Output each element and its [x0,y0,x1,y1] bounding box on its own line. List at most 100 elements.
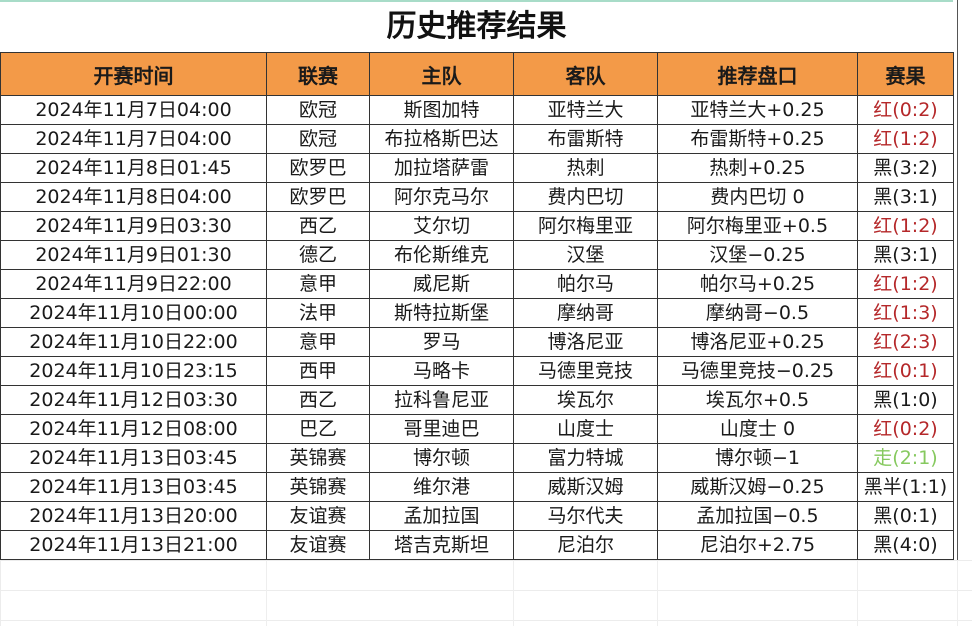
cell-league[interactable]: 英锦赛 [266,472,370,502]
cell-pick[interactable]: 帕尔马+0.25 [657,269,858,299]
cell-pick[interactable]: 博尔顿−1 [657,443,858,473]
cell-away[interactable]: 亚特兰大 [513,95,658,125]
cell-result[interactable]: 红(1:2) [857,269,954,299]
cell-time[interactable]: 2024年11月9日03:30 [0,211,267,241]
cell-result[interactable]: 黑(3:1) [857,182,954,212]
cell-time[interactable]: 2024年11月10日22:00 [0,327,267,357]
cell-away[interactable]: 阿尔梅里亚 [513,211,658,241]
cell-home[interactable]: 哥里迪巴 [369,414,514,444]
cell-pick[interactable]: 孟加拉国−0.5 [657,501,858,531]
header-result[interactable]: 赛果 [857,52,954,96]
cell-home[interactable]: 艾尔切 [369,211,514,241]
cell-result[interactable]: 红(1:2) [857,124,954,154]
cell-league[interactable]: 友谊赛 [266,501,370,531]
cell-result[interactable]: 黑(4:0) [857,530,954,560]
cell-time[interactable]: 2024年11月13日21:00 [0,530,267,560]
cell-pick[interactable]: 尼泊尔+2.75 [657,530,858,560]
cell-home[interactable]: 布拉格斯巴达 [369,124,514,154]
cell-away[interactable]: 费内巴切 [513,182,658,212]
cell-home[interactable]: 拉科鲁尼亚 [369,385,514,415]
cell-time[interactable]: 2024年11月7日04:00 [0,124,267,154]
cell-league[interactable]: 意甲 [266,269,370,299]
cell-pick[interactable]: 布雷斯特+0.25 [657,124,858,154]
cell-away[interactable]: 博洛尼亚 [513,327,658,357]
cell-home[interactable]: 塔吉克斯坦 [369,530,514,560]
cell-league[interactable]: 西乙 [266,211,370,241]
header-time[interactable]: 开赛时间 [0,52,267,96]
cell-time[interactable]: 2024年11月12日08:00 [0,414,267,444]
cell-away[interactable]: 山度士 [513,414,658,444]
cell-league[interactable]: 巴乙 [266,414,370,444]
cell-time[interactable]: 2024年11月12日03:30 [0,385,267,415]
cell-away[interactable]: 马尔代夫 [513,501,658,531]
sheet-title[interactable]: 历史推荐结果 [0,0,953,52]
cell-pick[interactable]: 山度士 0 [657,414,858,444]
cell-time[interactable]: 2024年11月8日01:45 [0,153,267,183]
cell-pick[interactable]: 费内巴切 0 [657,182,858,212]
cell-away[interactable]: 富力特城 [513,443,658,473]
cell-pick[interactable]: 亚特兰大+0.25 [657,95,858,125]
cell-pick[interactable]: 汉堡−0.25 [657,240,858,270]
cell-away[interactable]: 尼泊尔 [513,530,658,560]
cell-home[interactable]: 孟加拉国 [369,501,514,531]
cell-home[interactable]: 威尼斯 [369,269,514,299]
cell-result[interactable]: 黑(0:1) [857,501,954,531]
cell-home[interactable]: 博尔顿 [369,443,514,473]
cell-time[interactable]: 2024年11月13日03:45 [0,472,267,502]
cell-league[interactable]: 欧冠 [266,124,370,154]
cell-result[interactable]: 黑半(1:1) [857,472,954,502]
cell-time[interactable]: 2024年11月9日22:00 [0,269,267,299]
cell-league[interactable]: 欧罗巴 [266,153,370,183]
cell-result[interactable]: 红(1:3) [857,298,954,328]
cell-league[interactable]: 西甲 [266,356,370,386]
cell-result[interactable]: 黑(1:0) [857,385,954,415]
cell-pick[interactable]: 埃瓦尔+0.5 [657,385,858,415]
cell-home[interactable]: 维尔港 [369,472,514,502]
cell-pick[interactable]: 阿尔梅里亚+0.5 [657,211,858,241]
cell-result[interactable]: 红(0:2) [857,95,954,125]
cell-time[interactable]: 2024年11月10日23:15 [0,356,267,386]
header-home[interactable]: 主队 [369,52,514,96]
cell-away[interactable]: 威斯汉姆 [513,472,658,502]
cell-away[interactable]: 布雷斯特 [513,124,658,154]
cell-home[interactable]: 斯图加特 [369,95,514,125]
cell-away[interactable]: 摩纳哥 [513,298,658,328]
cell-home[interactable]: 斯特拉斯堡 [369,298,514,328]
cell-home[interactable]: 马略卡 [369,356,514,386]
header-league[interactable]: 联赛 [266,52,370,96]
cell-home[interactable]: 阿尔克马尔 [369,182,514,212]
cell-time[interactable]: 2024年11月9日01:30 [0,240,267,270]
cell-time[interactable]: 2024年11月7日04:00 [0,95,267,125]
cell-league[interactable]: 意甲 [266,327,370,357]
cell-time[interactable]: 2024年11月13日03:45 [0,443,267,473]
cell-time[interactable]: 2024年11月10日00:00 [0,298,267,328]
cell-pick[interactable]: 热刺+0.25 [657,153,858,183]
header-away[interactable]: 客队 [513,52,658,96]
cell-home[interactable]: 布伦斯维克 [369,240,514,270]
cell-time[interactable]: 2024年11月8日04:00 [0,182,267,212]
cell-pick[interactable]: 马德里竞技−0.25 [657,356,858,386]
cell-league[interactable]: 西乙 [266,385,370,415]
cell-pick[interactable]: 摩纳哥−0.5 [657,298,858,328]
cell-result[interactable]: 红(2:3) [857,327,954,357]
cell-away[interactable]: 帕尔马 [513,269,658,299]
cell-away[interactable]: 马德里竞技 [513,356,658,386]
cell-away[interactable]: 汉堡 [513,240,658,270]
cell-result[interactable]: 黑(3:2) [857,153,954,183]
cell-league[interactable]: 法甲 [266,298,370,328]
cell-away[interactable]: 热刺 [513,153,658,183]
cell-result[interactable]: 红(0:2) [857,414,954,444]
cell-result[interactable]: 红(0:1) [857,356,954,386]
cell-league[interactable]: 友谊赛 [266,530,370,560]
cell-result[interactable]: 红(1:2) [857,211,954,241]
cell-home[interactable]: 罗马 [369,327,514,357]
cell-league[interactable]: 欧罗巴 [266,182,370,212]
cell-pick[interactable]: 威斯汉姆−0.25 [657,472,858,502]
cell-league[interactable]: 英锦赛 [266,443,370,473]
cell-result[interactable]: 黑(3:1) [857,240,954,270]
cell-league[interactable]: 德乙 [266,240,370,270]
cell-league[interactable]: 欧冠 [266,95,370,125]
cell-pick[interactable]: 博洛尼亚+0.25 [657,327,858,357]
cell-time[interactable]: 2024年11月13日20:00 [0,501,267,531]
cell-away[interactable]: 埃瓦尔 [513,385,658,415]
